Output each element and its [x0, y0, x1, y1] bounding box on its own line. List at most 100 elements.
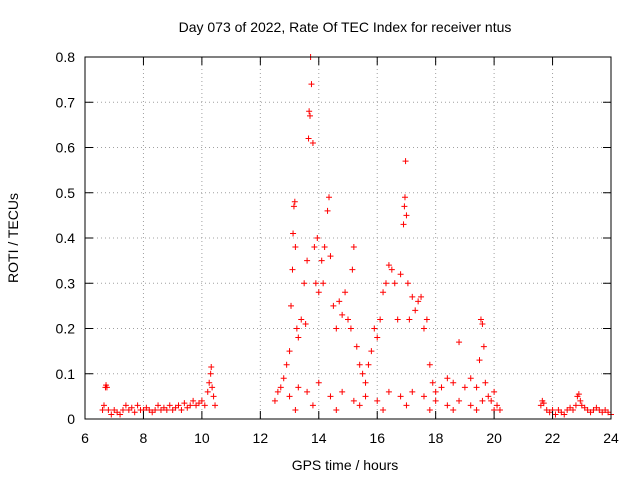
- data-point: [404, 280, 411, 287]
- data-point: [374, 397, 381, 404]
- x-tick-label: 12: [253, 430, 269, 446]
- data-point: [311, 244, 318, 251]
- data-point: [444, 402, 451, 409]
- y-tick-label: 0.4: [56, 230, 76, 246]
- data-point: [426, 406, 433, 413]
- data-point: [301, 280, 308, 287]
- data-point: [99, 406, 106, 413]
- data-point: [552, 411, 559, 418]
- data-point: [187, 402, 194, 409]
- data-point: [312, 280, 319, 287]
- data-point: [304, 257, 311, 264]
- chart-title: Day 073 of 2022, Rate Of TEC Index for r…: [179, 19, 512, 35]
- data-point: [385, 262, 392, 269]
- data-point: [397, 393, 404, 400]
- data-point: [473, 406, 480, 413]
- data-point: [208, 363, 215, 370]
- data-point: [307, 112, 314, 119]
- x-tick-label: 8: [140, 430, 148, 446]
- data-point: [476, 357, 483, 364]
- data-point: [280, 375, 287, 382]
- data-point: [477, 316, 484, 323]
- data-point: [293, 325, 300, 332]
- data-point: [206, 379, 213, 386]
- y-tick-label: 0.5: [56, 185, 76, 201]
- data-point: [304, 388, 311, 395]
- y-tick-label: 0.1: [56, 366, 76, 382]
- data-point: [409, 293, 416, 300]
- x-tick-label: 24: [603, 430, 619, 446]
- data-point: [327, 253, 334, 260]
- data-point: [295, 384, 302, 391]
- data-point: [198, 397, 205, 404]
- data-point: [326, 194, 333, 201]
- x-tick-label: 18: [428, 430, 444, 446]
- y-axis-label: ROTI / TECUs: [5, 193, 21, 283]
- data-point: [391, 280, 398, 287]
- data-point: [380, 406, 387, 413]
- x-axis-label: GPS time / hours: [292, 457, 399, 473]
- data-point: [400, 221, 407, 228]
- data-point: [103, 384, 110, 391]
- data-point: [152, 406, 159, 413]
- data-point: [403, 402, 410, 409]
- data-point: [349, 266, 356, 273]
- data-point: [175, 402, 182, 409]
- data-point: [274, 388, 281, 395]
- data-point: [333, 325, 340, 332]
- data-point: [418, 293, 425, 300]
- data-point: [271, 397, 278, 404]
- data-point: [283, 361, 290, 368]
- data-point: [306, 108, 313, 115]
- x-tick-label: 6: [81, 430, 89, 446]
- x-tick-label: 14: [311, 430, 327, 446]
- data-point: [444, 375, 451, 382]
- data-point: [166, 402, 173, 409]
- data-point: [371, 325, 378, 332]
- data-point: [353, 343, 360, 350]
- data-point: [388, 266, 395, 273]
- data-point: [333, 406, 340, 413]
- data-point: [401, 194, 408, 201]
- data-point: [412, 307, 419, 314]
- data-point: [496, 406, 503, 413]
- data-point: [488, 397, 495, 404]
- data-point: [336, 298, 343, 305]
- data-point: [394, 316, 401, 323]
- data-point: [204, 388, 211, 395]
- data-point: [291, 198, 298, 205]
- data-point: [321, 244, 328, 251]
- data-point: [298, 316, 305, 323]
- x-tick-label: 10: [194, 430, 210, 446]
- data-point: [575, 391, 582, 398]
- data-point: [309, 139, 316, 146]
- data-point: [420, 325, 427, 332]
- grid-lines: [85, 57, 611, 419]
- data-point: [401, 203, 408, 210]
- data-point: [368, 348, 375, 355]
- data-point: [429, 379, 436, 386]
- data-point: [380, 289, 387, 296]
- data-point: [342, 289, 349, 296]
- x-axis-ticks: 6 8 10 12 14 16 18 20 22 24: [81, 57, 619, 446]
- data-point: [377, 316, 384, 323]
- plot-frame: [84, 56, 612, 420]
- data-point: [438, 384, 445, 391]
- data-point: [350, 244, 357, 251]
- data-point: [128, 404, 135, 411]
- data-point: [494, 402, 501, 409]
- x-tick-label: 16: [369, 430, 385, 446]
- data-point: [290, 230, 297, 237]
- data-point: [295, 334, 302, 341]
- data-point: [450, 379, 457, 386]
- data-point: [450, 406, 457, 413]
- data-point: [315, 289, 322, 296]
- data-point: [320, 280, 327, 287]
- x-tick-label: 22: [545, 430, 561, 446]
- data-point: [482, 379, 489, 386]
- data-point: [362, 393, 369, 400]
- y-tick-label: 0.6: [56, 140, 76, 156]
- data-point: [480, 343, 487, 350]
- data-point: [365, 361, 372, 368]
